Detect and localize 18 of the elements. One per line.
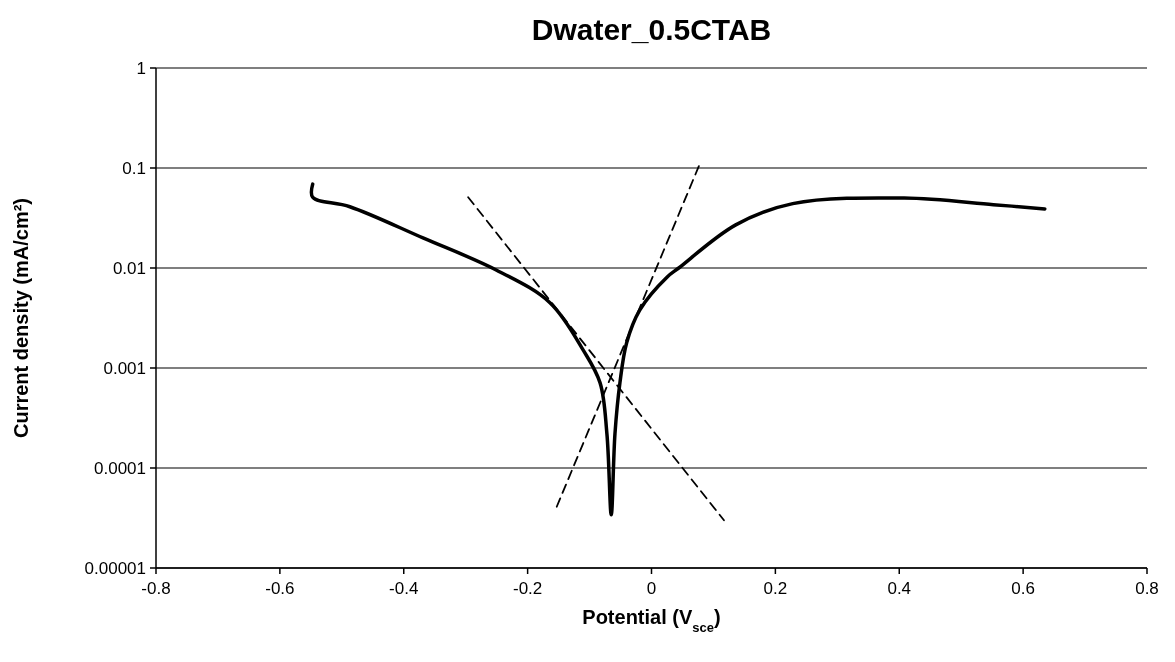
x-tick-label: -0.4 — [389, 579, 419, 598]
x-tick-label: 0.4 — [887, 579, 912, 598]
x-tick-label: -0.8 — [141, 579, 171, 598]
x-tick-label: -0.2 — [512, 579, 543, 598]
y-tick-label: 0.01 — [112, 258, 146, 278]
chart-title: Dwater_0.5CTAB — [531, 13, 772, 46]
y-tick-label: 0.001 — [103, 358, 146, 378]
y-tick-label: 1 — [136, 58, 146, 78]
x-tick-label: 0.2 — [763, 579, 788, 598]
y-tick-label: 0.00001 — [84, 558, 146, 578]
y-tick-label: 0.0001 — [94, 458, 146, 478]
x-tick-label: 0.8 — [1135, 579, 1159, 598]
y-axis-title: Current density (mA/cm²) — [10, 197, 32, 439]
x-tick-label: -0.6 — [265, 579, 295, 598]
y-tick-label: 0.1 — [122, 158, 146, 178]
x-tick-label: 0 — [646, 579, 657, 598]
x-tick-label: 0.6 — [1011, 579, 1035, 598]
x-axis-title: Potential (V$_{sce}$) — [582, 606, 721, 635]
